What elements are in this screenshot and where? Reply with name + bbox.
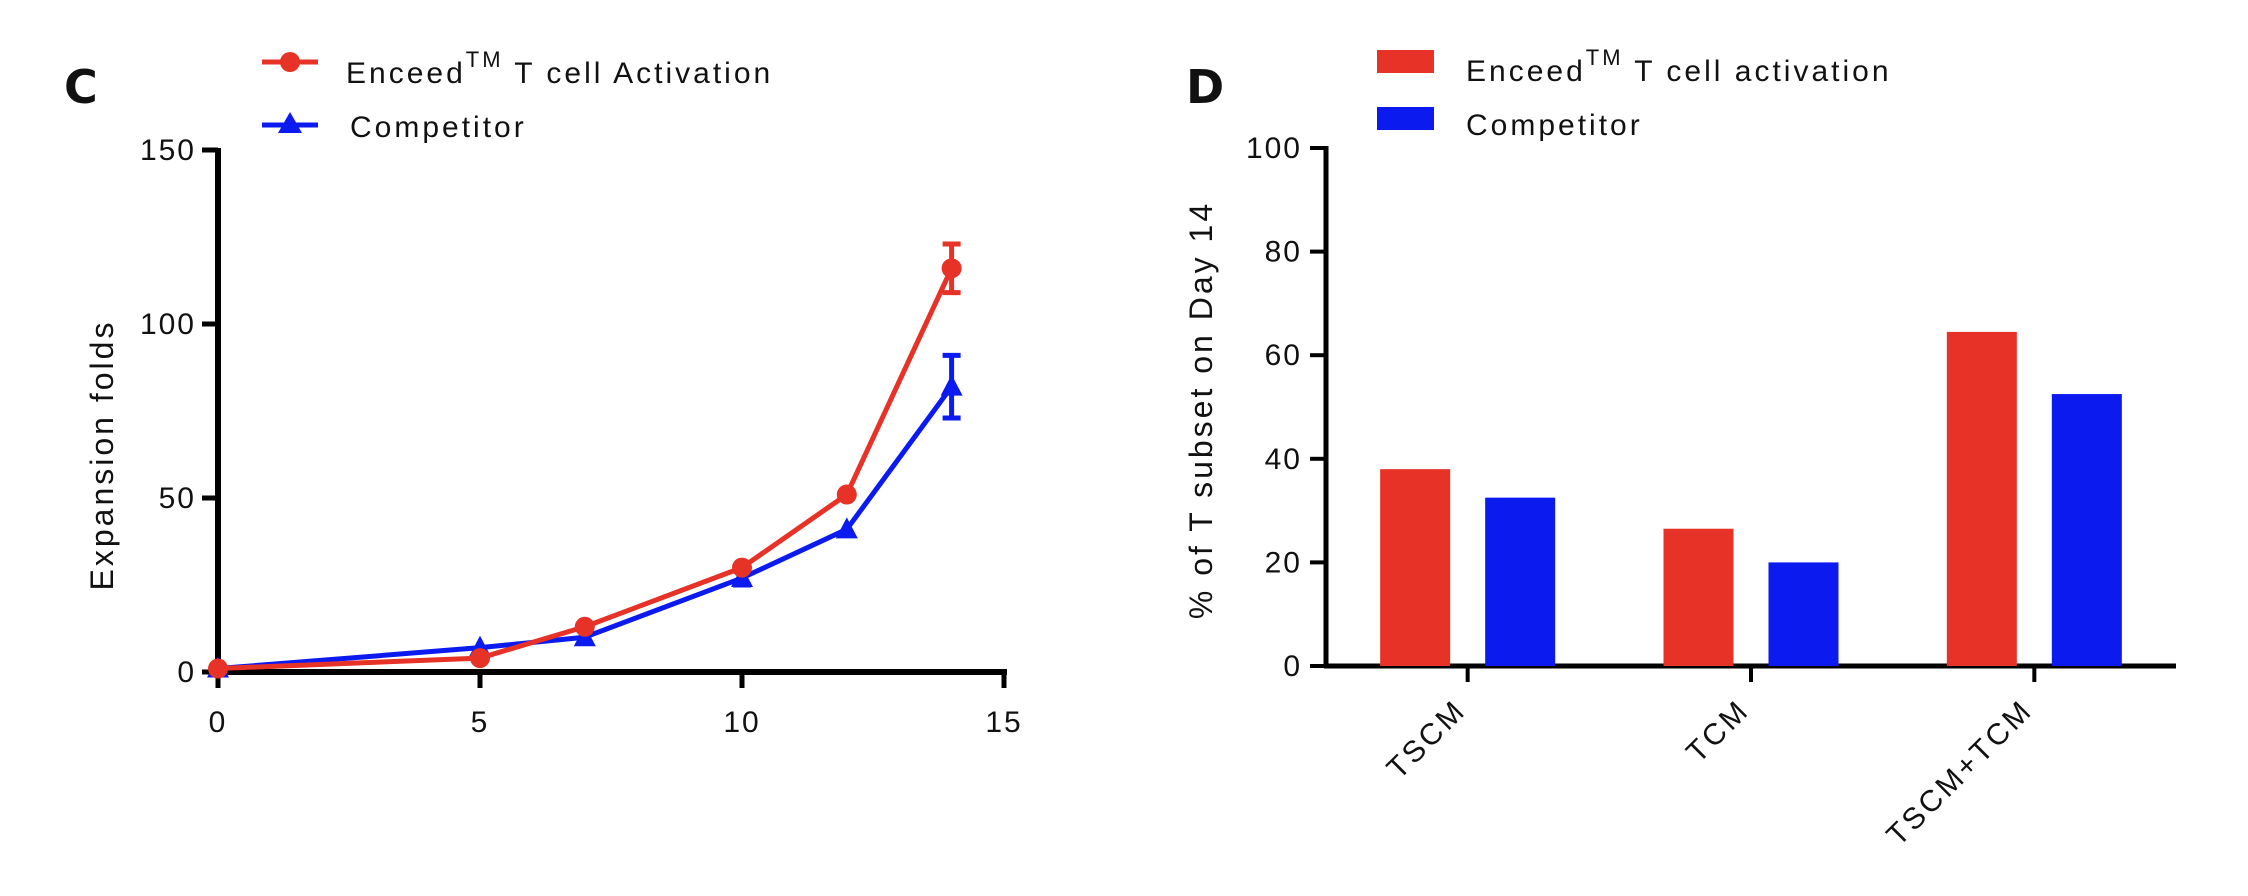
y-tick-label: 50	[159, 482, 196, 515]
y-tick-label: 100	[140, 308, 196, 341]
legend-swatch-enceed	[1377, 50, 1434, 73]
y-tick-label: 0	[1283, 650, 1302, 683]
legend-label-competitor: Competitor	[350, 111, 527, 144]
panel-d-legend: EnceedTM T cell activation Competitor	[1377, 45, 1892, 142]
panel-c-plot-area	[207, 241, 963, 679]
panel-d-ylabel: % of T subset on Day 14	[1183, 201, 1219, 619]
legend-label-enceed: EnceedTM T cell Activation	[346, 47, 773, 90]
y-tick-label: 40	[1265, 443, 1302, 476]
x-tick-label: 10	[723, 706, 760, 739]
legend-item-competitor: Competitor	[262, 111, 527, 144]
bar-competitor	[1485, 497, 1556, 666]
legend-item-competitor: Competitor	[1377, 107, 1643, 142]
x-tick-label: TCM	[1680, 694, 1756, 770]
y-tick-label: 80	[1265, 236, 1302, 269]
data-point-circle	[732, 557, 752, 578]
legend-marker-circle	[280, 52, 300, 72]
y-tick-label: 0	[177, 656, 196, 689]
panel-d-letter: D	[1186, 60, 1224, 114]
legend-label-competitor: Competitor	[1466, 109, 1643, 142]
series-line-enceed	[217, 267, 954, 672]
y-tick-label: 20	[1265, 546, 1302, 579]
panel-d: D EnceedTM T cell activation Competitor …	[1183, 45, 2176, 852]
panel-c: C EnceedTM T cell Activation Competitor …	[64, 47, 1022, 739]
data-point-circle	[574, 616, 595, 637]
data-point-circle	[941, 258, 962, 279]
bar-enceed	[1946, 331, 2017, 666]
panel-c-legend: EnceedTM T cell Activation Competitor	[262, 47, 773, 144]
bar-enceed	[1380, 469, 1451, 666]
series-line-competitor	[217, 385, 954, 672]
panel-c-letter: C	[64, 60, 98, 114]
panel-c-ylabel: Expansion folds	[84, 320, 120, 591]
y-tick-label: 60	[1265, 339, 1302, 372]
legend-item-enceed: EnceedTM T cell Activation	[262, 47, 773, 90]
x-tick-label: 0	[209, 706, 228, 739]
data-point-triangle	[940, 374, 963, 396]
bar-enceed	[1663, 528, 1734, 666]
y-tick-label: 100	[1246, 132, 1302, 165]
x-tick-label: TSCM	[1381, 694, 1473, 786]
data-point-triangle	[835, 517, 858, 539]
legend-swatch-competitor	[1377, 107, 1434, 130]
x-tick-label: TSCM+TCM	[1881, 694, 2040, 853]
legend-item-enceed: EnceedTM T cell activation	[1377, 45, 1892, 88]
x-tick-label: 15	[985, 706, 1022, 739]
data-point-circle	[208, 658, 228, 679]
data-point-circle	[836, 484, 857, 505]
legend-label-enceed: EnceedTM T cell activation	[1466, 45, 1892, 88]
bar-competitor	[1768, 562, 1839, 666]
panel-c-axes: 0 50 100 150 0 5 10 15	[140, 134, 1022, 739]
data-point-circle	[470, 648, 490, 669]
legend-marker-triangle	[278, 112, 302, 133]
bar-competitor	[2051, 394, 2122, 666]
x-tick-label: 5	[471, 706, 490, 739]
panel-d-plot-area	[1380, 331, 2122, 666]
y-tick-label: 150	[140, 134, 196, 167]
